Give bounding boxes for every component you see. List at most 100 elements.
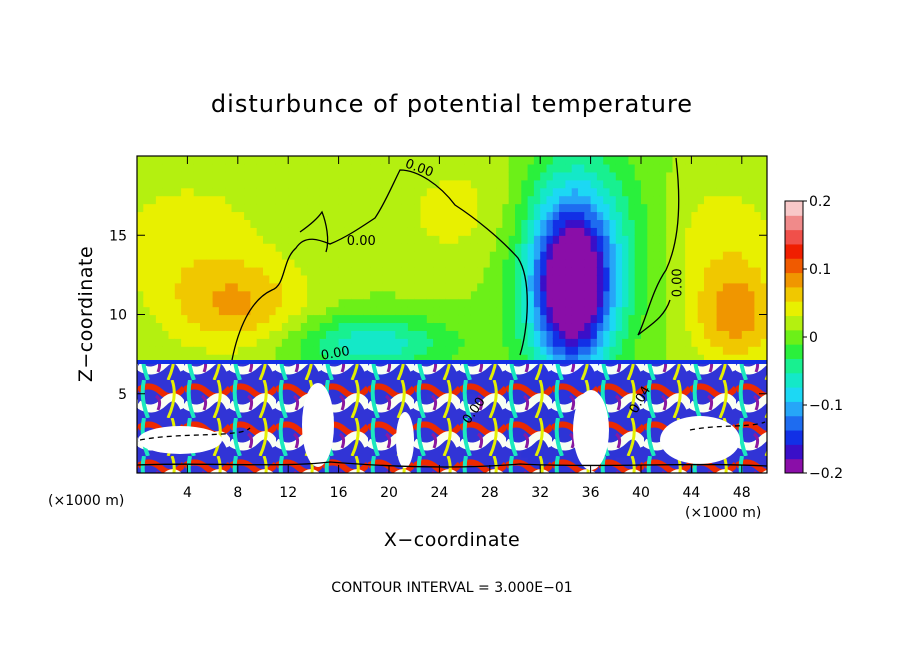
field-cell bbox=[722, 179, 730, 189]
field-cell bbox=[502, 163, 510, 173]
field-cell bbox=[237, 330, 245, 339]
field-cell bbox=[401, 243, 409, 252]
field-cell bbox=[634, 282, 642, 292]
field-cell bbox=[552, 290, 560, 300]
field-cell bbox=[615, 195, 623, 205]
field-cell bbox=[565, 243, 573, 252]
field-cell bbox=[584, 187, 592, 197]
field-cell bbox=[275, 203, 283, 213]
field-cell bbox=[294, 251, 302, 260]
field-cell bbox=[307, 330, 314, 339]
field-cell bbox=[445, 306, 453, 316]
field-cell bbox=[533, 203, 541, 213]
field-cell bbox=[470, 314, 478, 324]
field-cell bbox=[313, 195, 321, 205]
field-cell bbox=[351, 266, 359, 276]
field-cell bbox=[508, 243, 516, 252]
field-cell bbox=[515, 354, 522, 363]
field-cell bbox=[678, 156, 686, 165]
field-cell bbox=[489, 322, 497, 331]
field-cell bbox=[647, 251, 655, 260]
field-cell bbox=[559, 187, 566, 197]
field-cell bbox=[137, 338, 144, 347]
field-cell bbox=[370, 338, 377, 347]
field-cell bbox=[571, 322, 579, 331]
field-cell bbox=[540, 243, 548, 252]
field-cell bbox=[502, 330, 510, 339]
field-cell bbox=[231, 243, 239, 252]
field-cell bbox=[389, 235, 396, 244]
field-cell bbox=[672, 187, 680, 197]
colorbar-cell bbox=[785, 258, 803, 274]
field-cell bbox=[470, 354, 478, 363]
field-cell bbox=[552, 219, 560, 228]
field-cell bbox=[193, 346, 201, 355]
field-cell bbox=[515, 235, 522, 244]
field-cell bbox=[143, 290, 151, 300]
field-cell bbox=[420, 266, 428, 276]
field-cell bbox=[691, 314, 699, 324]
field-cell bbox=[338, 322, 346, 331]
field-cell bbox=[363, 211, 371, 220]
field-cell bbox=[760, 211, 767, 220]
field-cell bbox=[552, 235, 560, 244]
field-cell bbox=[704, 266, 711, 276]
field-cell bbox=[149, 163, 157, 173]
field-cell bbox=[193, 227, 201, 236]
warm-plume bbox=[573, 390, 609, 470]
field-cell bbox=[565, 274, 573, 284]
field-cell bbox=[218, 219, 226, 228]
field-cell bbox=[439, 306, 447, 316]
field-cell bbox=[294, 187, 302, 197]
field-cell bbox=[634, 195, 642, 205]
field-cell bbox=[647, 211, 655, 220]
field-cell bbox=[565, 227, 573, 236]
field-cell bbox=[552, 179, 560, 189]
field-cell bbox=[294, 306, 302, 316]
field-cell bbox=[193, 338, 201, 347]
field-cell bbox=[433, 274, 440, 284]
field-cell bbox=[351, 274, 359, 284]
field-cell bbox=[666, 314, 674, 324]
field-cell bbox=[722, 330, 730, 339]
field-cell bbox=[143, 306, 151, 316]
field-cell bbox=[628, 346, 636, 355]
field-cell bbox=[729, 227, 737, 236]
field-cell bbox=[326, 171, 333, 181]
field-cell bbox=[596, 251, 604, 260]
field-cell bbox=[206, 290, 214, 300]
field-cell bbox=[704, 354, 711, 363]
field-cell bbox=[615, 163, 623, 173]
x-tick-label: 20 bbox=[380, 485, 398, 501]
field-cell bbox=[319, 187, 327, 197]
field-cell bbox=[609, 179, 617, 189]
field-cell bbox=[609, 306, 617, 316]
field-cell bbox=[433, 314, 440, 324]
field-cell bbox=[641, 251, 648, 260]
field-cell bbox=[666, 282, 674, 292]
field-cell bbox=[540, 338, 548, 347]
field-cell bbox=[193, 163, 201, 173]
field-cell bbox=[137, 243, 144, 252]
field-cell bbox=[483, 338, 491, 347]
field-cell bbox=[659, 274, 667, 284]
field-cell bbox=[445, 251, 453, 260]
x-tick-label: 32 bbox=[531, 485, 549, 501]
field-cell bbox=[281, 274, 289, 284]
field-cell bbox=[748, 322, 755, 331]
field-cell bbox=[748, 203, 755, 213]
field-cell bbox=[212, 259, 220, 268]
field-cell bbox=[584, 203, 592, 213]
field-cell bbox=[231, 266, 239, 276]
field-cell bbox=[319, 235, 327, 244]
field-cell bbox=[231, 259, 239, 268]
field-cell bbox=[578, 227, 585, 236]
field-cell bbox=[263, 195, 270, 205]
field-cell bbox=[370, 227, 377, 236]
field-cell bbox=[533, 298, 541, 308]
field-cell bbox=[760, 322, 767, 331]
field-cell bbox=[704, 306, 711, 316]
field-cell bbox=[483, 282, 491, 292]
field-cell bbox=[389, 290, 396, 300]
